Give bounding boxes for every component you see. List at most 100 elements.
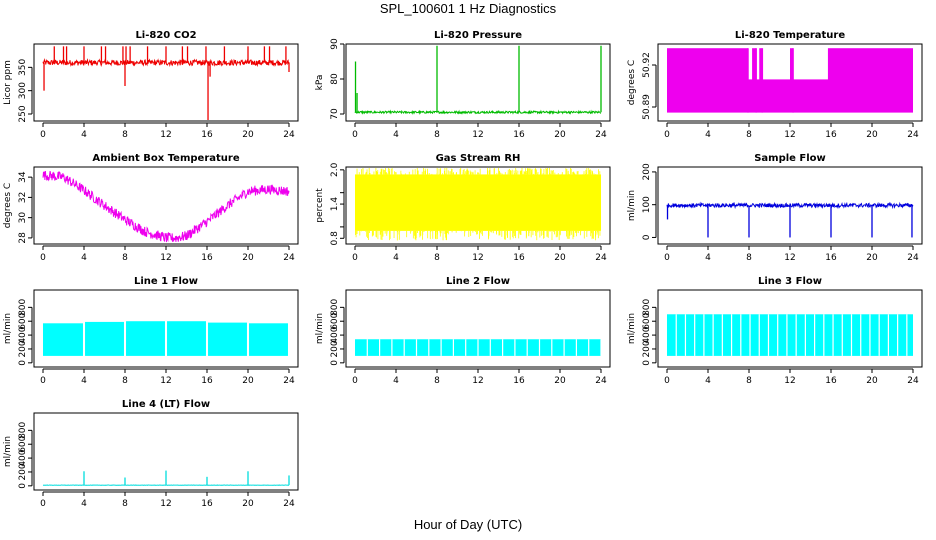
y-tick-label: 200 [330, 340, 340, 357]
x-tick-label: 12 [784, 130, 795, 140]
x-tick-label: 4 [81, 130, 87, 140]
y-tick-label: 0 [330, 360, 340, 366]
gap-region [756, 47, 760, 80]
series-band [355, 174, 601, 231]
x-tick-label: 12 [160, 376, 171, 386]
x-tick-label: 16 [825, 130, 837, 140]
x-tick-label: 16 [201, 253, 213, 263]
plot-frame [33, 289, 299, 368]
y-tick-label: 28 [18, 232, 28, 244]
gap-region [793, 47, 828, 80]
y-tick-label: 200 [18, 340, 28, 357]
plot-frame [33, 43, 299, 122]
figure-title: SPL_100601 1 Hz Diagnostics [379, 1, 557, 16]
x-tick-label: 4 [393, 253, 399, 263]
x-tick-label: 20 [242, 376, 254, 386]
series-band [43, 323, 83, 356]
plot-frame [345, 43, 611, 122]
x-tick-label: 24 [283, 253, 295, 263]
y-tick-label: 50.89 [642, 94, 652, 120]
plot-frame [345, 166, 611, 245]
y-tick-label: 800 [18, 421, 28, 438]
x-tick-label: 0 [40, 376, 46, 386]
y-axis-label: ml/min [3, 313, 13, 344]
series-band [249, 323, 288, 356]
panel-1: Li-820 Pressure kPa 0 4 8 12 16 20 24 70 80 90 [315, 30, 611, 140]
y-axis-label: ml/min [627, 190, 637, 221]
panel-6: Line 1 Flow ml/min 0 4 8 12 16 20 24 0 20040060080… [3, 276, 299, 386]
panel-title: Li-820 Temperature [735, 30, 845, 41]
x-tick-label: 8 [122, 376, 128, 386]
y-tick-label: 300 [18, 82, 28, 99]
y-tick-label: 30 [18, 212, 28, 224]
x-tick-label: 0 [40, 130, 46, 140]
x-tick-label: 12 [784, 253, 795, 263]
y-tick-label: 600 [642, 312, 652, 329]
x-tick-label: 20 [866, 376, 878, 386]
x-tick-label: 0 [664, 376, 670, 386]
gap-region [747, 47, 753, 80]
panel-title: Ambient Box Temperature [92, 153, 239, 164]
x-tick-label: 8 [434, 130, 440, 140]
panel-9: Line 4 (LT) Flow ml/min 0 4 8 12 16 20 24 0 200400… [3, 399, 299, 509]
x-tick-label: 20 [554, 130, 566, 140]
panel-5: Sample Flow ml/min 0 4 8 12 16 20 24 0 100 200 [627, 153, 923, 263]
x-tick-label: 4 [81, 253, 87, 263]
y-tick-label: 350 [18, 58, 28, 75]
y-tick-label: 100 [642, 196, 652, 213]
x-tick-label: 12 [784, 376, 795, 386]
panel-title: Li-820 CO2 [135, 30, 196, 41]
x-tick-label: 4 [705, 130, 711, 140]
x-tick-label: 0 [352, 130, 358, 140]
x-tick-label: 12 [472, 130, 483, 140]
y-tick-label: 400 [642, 326, 652, 343]
x-tick-label: 0 [352, 376, 358, 386]
x-tick-label: 20 [242, 130, 254, 140]
y-axis-label: percent [315, 188, 325, 223]
plot-frame [657, 289, 923, 368]
series-band [667, 314, 913, 356]
series-band [167, 321, 206, 356]
y-tick-label: 800 [642, 298, 652, 315]
gap-region [762, 47, 790, 80]
x-tick-label: 0 [664, 253, 670, 263]
plot-frame [33, 166, 299, 245]
y-tick-label: 90 [330, 38, 340, 50]
y-tick-label: 200 [642, 163, 652, 180]
x-tick-label: 20 [866, 253, 878, 263]
x-tick-label: 24 [595, 130, 607, 140]
panel-2: Li-820 Temperature degrees C 0 4 8 12 16 20 24 50… [627, 30, 923, 140]
y-tick-label: 0.8 [330, 231, 340, 246]
y-tick-label: 70 [330, 108, 340, 120]
x-tick-label: 0 [664, 130, 670, 140]
x-tick-label: 16 [513, 130, 525, 140]
panel-title: Gas Stream RH [436, 153, 521, 164]
y-tick-label: 600 [18, 312, 28, 329]
y-tick-label: 400 [330, 326, 340, 343]
panel-title: Line 3 Flow [758, 276, 822, 287]
y-tick-label: 0 [642, 360, 652, 366]
x-tick-label: 8 [122, 499, 128, 509]
y-tick-label: 200 [18, 463, 28, 480]
figure-xlabel: Hour of Day (UTC) [413, 517, 523, 532]
x-tick-label: 12 [472, 376, 483, 386]
x-tick-label: 20 [866, 130, 878, 140]
series-band [85, 321, 124, 356]
series-band [208, 322, 247, 356]
x-tick-label: 16 [201, 376, 213, 386]
x-tick-label: 16 [825, 376, 837, 386]
x-tick-label: 16 [825, 253, 837, 263]
x-tick-label: 24 [283, 499, 295, 509]
series-line [42, 170, 290, 243]
y-tick-label: 80 [330, 73, 340, 85]
x-tick-label: 4 [81, 376, 87, 386]
y-tick-label: 0 [642, 234, 652, 240]
panel-title: Li-820 Pressure [434, 30, 522, 41]
y-tick-label: 32 [18, 192, 28, 203]
panel-3: Ambient Box Temperature degrees C 0 4 8 12 16 2… [3, 153, 299, 263]
x-tick-label: 4 [705, 376, 711, 386]
series-line [354, 109, 601, 116]
x-tick-label: 4 [705, 253, 711, 263]
x-tick-label: 8 [434, 253, 440, 263]
